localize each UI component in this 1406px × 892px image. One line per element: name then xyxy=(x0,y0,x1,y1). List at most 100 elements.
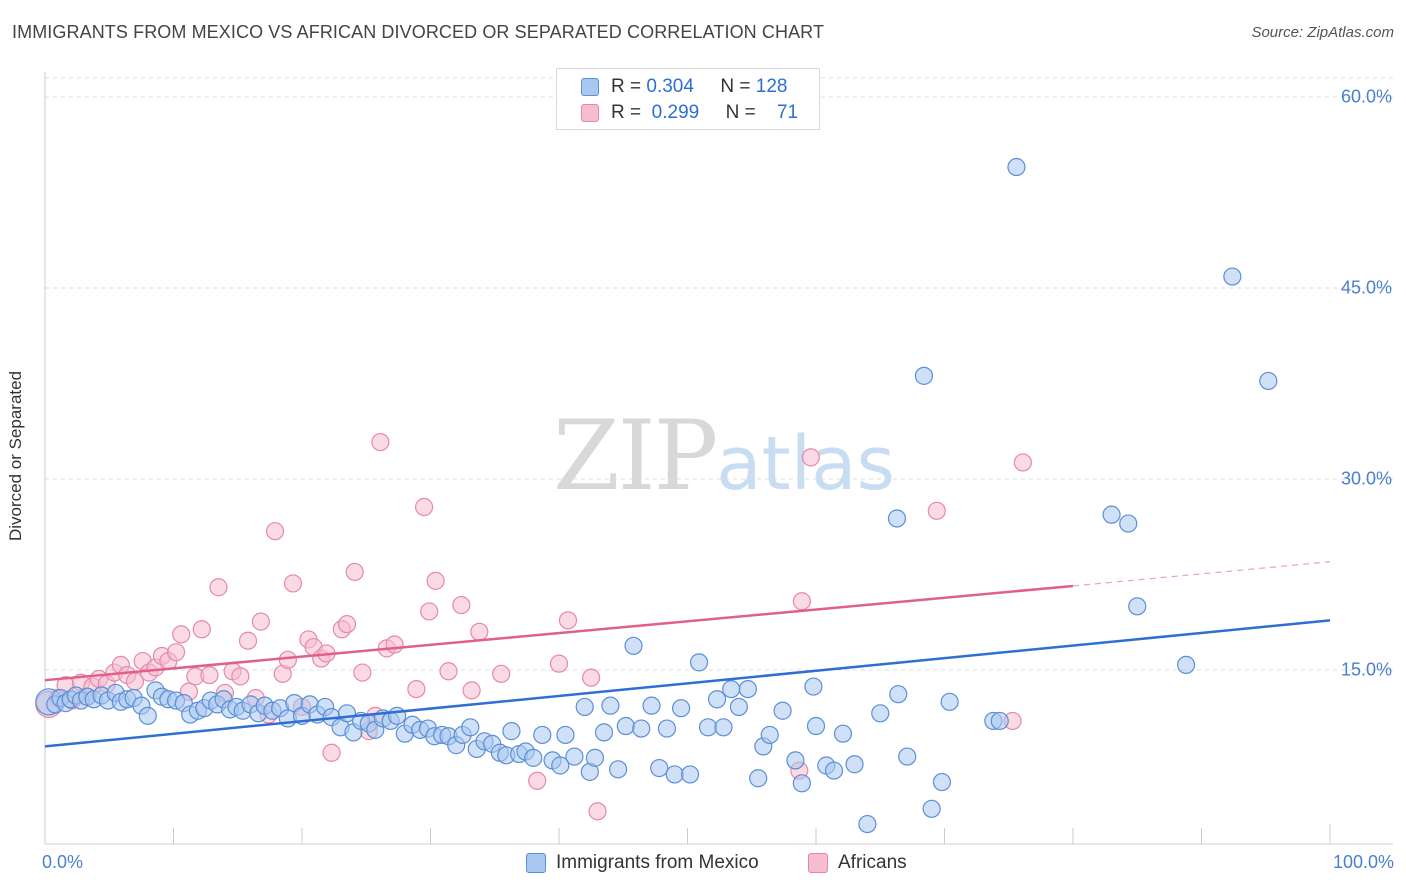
point-africans-43 xyxy=(337,615,357,634)
point-mexico-79 xyxy=(594,723,614,742)
legend-r-value-mexico: 0.304 xyxy=(646,76,694,97)
legend-item-africans[interactable]: Africans xyxy=(808,852,907,874)
point-africans-27 xyxy=(231,667,250,686)
point-africans-22 xyxy=(192,620,211,639)
series-legend: Immigrants from Mexico Africans xyxy=(0,852,1406,878)
point-mexico-73 xyxy=(551,756,570,775)
point-mexico-95 xyxy=(722,679,741,699)
point-mexico-94 xyxy=(714,718,733,737)
point-mexico-89 xyxy=(671,699,691,718)
point-mexico-117 xyxy=(940,692,959,711)
point-africans-50 xyxy=(385,635,404,654)
point-africans-41 xyxy=(322,743,341,762)
point-mexico-100 xyxy=(760,725,779,745)
point-mexico-107 xyxy=(824,761,844,780)
point-mexico-98 xyxy=(749,769,768,788)
point-mexico-51 xyxy=(387,706,407,725)
point-mexico-71 xyxy=(533,725,552,745)
point-africans-56 xyxy=(452,595,471,615)
y-tick-label-60: 60.0% xyxy=(1340,86,1392,107)
point-africans-58 xyxy=(470,622,489,641)
point-mexico-80 xyxy=(601,696,620,715)
point-mexico-116 xyxy=(932,772,952,792)
y-tick-label-30: 30.0% xyxy=(1340,468,1392,489)
point-mexico-105 xyxy=(806,716,826,736)
point-mexico-126 xyxy=(1128,597,1147,616)
legend-swatch-africans-bottom xyxy=(808,853,828,873)
point-mexico-16 xyxy=(138,706,157,725)
point-africans-64 xyxy=(588,802,607,821)
point-africans-53 xyxy=(420,602,439,621)
point-mexico-85 xyxy=(642,696,661,715)
point-mexico-122 xyxy=(1102,505,1121,524)
y-axis-label: Divorced or Separated xyxy=(6,370,25,542)
y-tick-label-45: 45.0% xyxy=(1340,277,1392,298)
point-mexico-76 xyxy=(575,697,594,717)
point-mexico-90 xyxy=(680,765,700,784)
legend-r-label: R = xyxy=(611,76,642,97)
point-africans-62 xyxy=(558,611,578,630)
point-mexico-103 xyxy=(792,774,811,793)
point-africans-51 xyxy=(407,679,426,699)
point-mexico-102 xyxy=(786,751,805,770)
point-africans-68 xyxy=(927,501,946,520)
point-mexico-96 xyxy=(729,697,749,717)
point-africans-52 xyxy=(414,497,434,517)
point-mexico-93 xyxy=(707,690,727,709)
legend-n-label: N = xyxy=(720,76,751,97)
point-mexico-119 xyxy=(887,509,907,528)
correlation-legend: R = 0.304 N = 128 R = 0.299 N = 71 xyxy=(556,68,820,130)
point-mexico-120 xyxy=(990,711,1009,731)
legend-n-value-mexico: 128 xyxy=(755,76,788,97)
point-mexico-111 xyxy=(871,704,890,723)
point-mexico-124 xyxy=(1176,655,1196,675)
legend-item-mexico[interactable]: Immigrants from Mexico xyxy=(526,852,759,874)
point-mexico-70 xyxy=(524,748,543,767)
point-africans-57 xyxy=(462,681,481,700)
point-africans-63 xyxy=(582,668,601,687)
trend-line-mexico xyxy=(44,619,1331,748)
point-africans-24 xyxy=(209,578,228,597)
legend-n-label: N = xyxy=(725,102,756,123)
point-africans-59 xyxy=(492,664,511,683)
point-mexico-91 xyxy=(689,653,709,672)
point-mexico-87 xyxy=(657,719,677,738)
legend-row-africans: R = 0.299 N = 71 xyxy=(581,100,798,126)
legend-n-value-africans: 71 xyxy=(776,102,799,123)
watermark-zip: ZIP xyxy=(553,400,718,512)
point-mexico-112 xyxy=(889,685,908,704)
point-mexico-113 xyxy=(898,747,917,766)
x-tick-label-0: 0.0% xyxy=(42,852,84,872)
point-mexico-115 xyxy=(922,799,941,818)
legend-swatch-mexico-bottom xyxy=(526,853,546,873)
point-mexico-114 xyxy=(914,366,934,385)
point-africans-70 xyxy=(1013,453,1032,472)
legend-label-mexico: Immigrants from Mexico xyxy=(556,852,759,873)
point-mexico-97 xyxy=(738,679,757,699)
point-africans-30 xyxy=(251,612,270,631)
point-mexico-67 xyxy=(502,722,521,741)
legend-row-mexico: R = 0.304 N = 128 xyxy=(581,74,787,100)
point-africans-67 xyxy=(801,448,820,467)
point-mexico-82 xyxy=(616,716,635,736)
point-mexico-86 xyxy=(650,758,669,778)
point-mexico-61 xyxy=(461,718,480,737)
point-mexico-74 xyxy=(556,725,575,745)
trend-line-extension-africans xyxy=(1072,561,1331,587)
point-mexico-109 xyxy=(845,755,864,774)
point-mexico-110 xyxy=(858,814,877,834)
watermark: ZIPatlas xyxy=(553,400,895,512)
point-africans-60 xyxy=(528,771,547,790)
point-africans-23 xyxy=(200,665,219,685)
point-mexico-84 xyxy=(632,719,651,738)
legend-swatch-africans xyxy=(581,104,599,122)
trend-line-africans xyxy=(44,584,1074,682)
point-mexico-123 xyxy=(1119,514,1138,533)
point-africans-28 xyxy=(238,631,258,650)
point-mexico-92 xyxy=(698,718,718,737)
point-africans-19 xyxy=(172,625,191,644)
legend-r-value-africans: 0.299 xyxy=(651,102,700,123)
chart-title: IMMIGRANTS FROM MEXICO VS AFRICAN DIVORC… xyxy=(12,22,825,42)
point-mexico-83 xyxy=(624,636,643,655)
